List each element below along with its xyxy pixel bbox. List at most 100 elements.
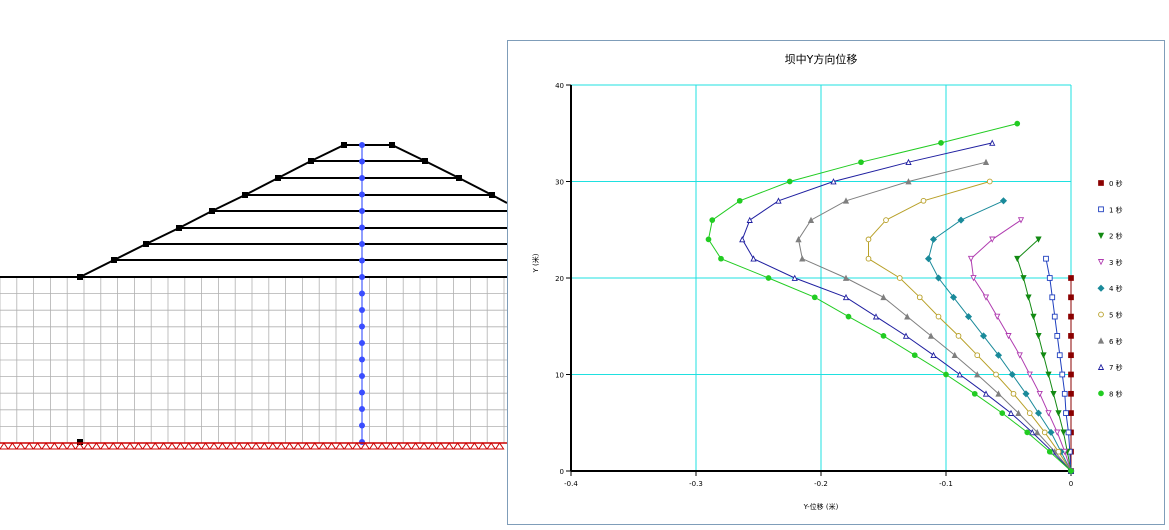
fixed-support	[150, 442, 161, 450]
legend-item: 5 秒	[1098, 311, 1123, 320]
data-point	[1034, 409, 1043, 417]
series-7	[739, 139, 1075, 474]
foundation-mesh	[0, 276, 507, 443]
data-point	[786, 178, 793, 185]
data-point	[1007, 409, 1015, 416]
data-point	[1005, 333, 1012, 340]
data-point	[982, 158, 990, 166]
x-tick-label: -0.3	[689, 480, 703, 488]
series-3	[967, 217, 1075, 475]
data-point	[930, 351, 937, 359]
series-line	[868, 181, 1072, 472]
data-point	[791, 274, 798, 281]
monitor-node	[359, 323, 365, 330]
fixed-support	[326, 442, 337, 450]
data-point	[830, 178, 837, 185]
fixed-support	[301, 442, 312, 450]
fixed-support	[444, 442, 455, 450]
legend-item: 8 秒	[1098, 389, 1123, 398]
data-point	[967, 255, 975, 263]
data-point	[1065, 429, 1072, 436]
fixed-support	[410, 442, 421, 450]
fixed-support	[108, 442, 119, 450]
series-line	[1045, 258, 1072, 472]
fixed-support	[158, 442, 169, 450]
data-point	[1059, 371, 1066, 378]
legend-item: 2 秒	[1097, 232, 1123, 241]
fixed-support	[91, 442, 102, 450]
outline-node	[456, 175, 462, 181]
fixed-support	[57, 442, 68, 450]
data-point	[943, 371, 949, 378]
outline-node	[77, 274, 83, 280]
legend-label: 6 秒	[1109, 337, 1123, 346]
chart-panel: 坝中Y方向位移 -0.4 -0.3 -0.2 -0.1 0 0 10 20 30 40 0 秒 1 …	[507, 40, 1165, 525]
y-axis-label: Y (米)	[531, 253, 540, 273]
legend-label: 5 秒	[1109, 311, 1123, 320]
data-point	[739, 235, 746, 243]
fixed-support	[0, 442, 9, 450]
fixed-support	[469, 442, 480, 450]
fixed-support	[452, 442, 463, 450]
legend-marker	[1097, 284, 1105, 292]
monitor-node	[359, 340, 365, 346]
chart-grid	[571, 84, 1072, 471]
data-point	[746, 216, 753, 223]
fixed-support	[234, 442, 245, 450]
x-tick-label: -0.2	[814, 480, 828, 488]
outline-node	[242, 192, 248, 198]
data-point	[765, 275, 772, 281]
legend-item: 0 秒	[1098, 179, 1123, 188]
monitor-node	[359, 290, 365, 297]
data-point	[1061, 390, 1068, 397]
data-point	[935, 313, 942, 320]
data-point	[993, 371, 999, 378]
data-point	[1068, 333, 1074, 339]
data-point	[989, 236, 996, 243]
data-point	[938, 140, 944, 146]
data-point	[949, 293, 958, 301]
data-point	[736, 197, 743, 204]
fixed-support	[74, 442, 85, 450]
legend-label: 0 秒	[1109, 179, 1123, 188]
monitor-node	[359, 191, 365, 198]
outline-node	[77, 439, 83, 445]
data-point	[1068, 294, 1074, 301]
data-point	[902, 332, 910, 339]
monitor-node	[359, 422, 365, 429]
data-point	[994, 351, 1003, 359]
data-point	[1034, 428, 1041, 436]
fixed-support	[402, 442, 413, 450]
data-point	[1046, 448, 1053, 455]
data-point	[989, 139, 996, 146]
legend-marker	[1097, 232, 1105, 240]
fixed-support	[494, 442, 505, 450]
data-point	[924, 255, 933, 263]
series-line	[707, 123, 1072, 472]
fixed-support	[276, 442, 287, 450]
legend-label: 2 秒	[1109, 232, 1123, 241]
monitor-node	[359, 224, 365, 231]
data-point	[896, 275, 903, 281]
data-point	[957, 216, 965, 224]
data-point	[1068, 371, 1074, 378]
data-point	[904, 313, 911, 320]
chart-axes: -0.4 -0.3 -0.2 -0.1 0 0 10 20 30 40	[555, 82, 1073, 488]
centerline-monitor-nodes	[359, 142, 365, 445]
data-point	[982, 390, 990, 397]
fixed-support	[343, 442, 354, 450]
data-point	[842, 197, 850, 204]
dam-layer-lines	[80, 160, 507, 278]
chart-legend: 0 秒 1 秒 2 秒 3 秒 4 秒 5 秒 6 秒 7 秒 8 秒	[1097, 179, 1123, 398]
fixed-support	[309, 442, 320, 450]
data-point	[905, 178, 912, 185]
data-point	[865, 255, 872, 262]
data-point	[1068, 352, 1074, 359]
fixed-support	[15, 442, 26, 450]
fixed-support	[259, 442, 270, 450]
fixed-support	[200, 442, 211, 450]
fixed-support	[435, 442, 446, 450]
data-point	[955, 333, 962, 339]
legend-marker	[1098, 311, 1104, 318]
data-point	[1016, 352, 1023, 359]
